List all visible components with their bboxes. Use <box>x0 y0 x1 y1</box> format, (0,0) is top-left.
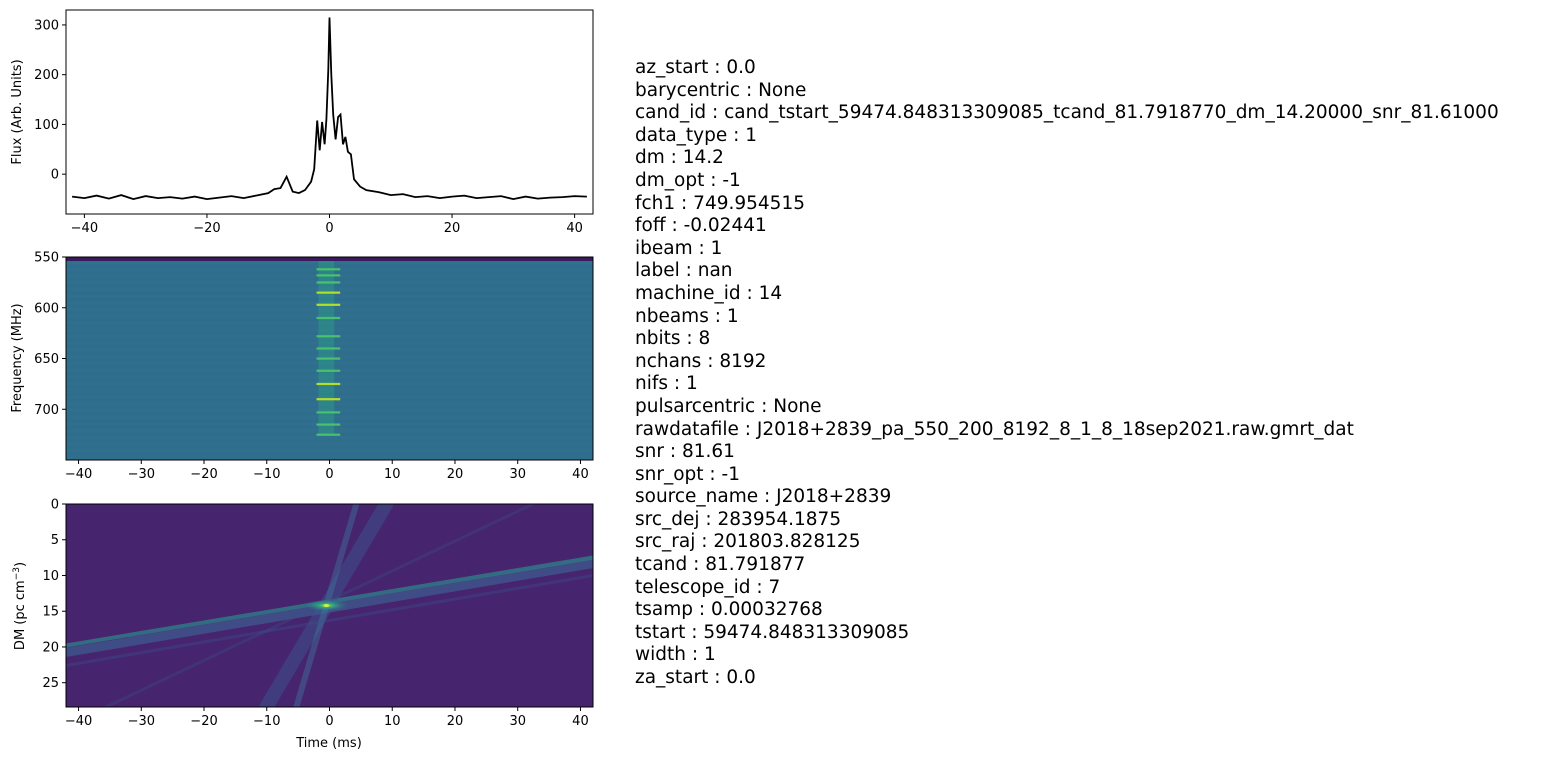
y-tick-label: 10 <box>42 569 59 584</box>
param-line: source_name : J2018+2839 <box>635 486 892 508</box>
param-line: ibeam : 1 <box>635 237 723 259</box>
dynamic-spectrum-panel: −40 −30 −20 −10 0 10 20 30 40 550 600 650 700 Freque… <box>10 251 594 482</box>
pulse-bright-channel <box>316 423 341 426</box>
x-tick-label: −40 <box>71 221 98 236</box>
x-tick-label: −20 <box>193 221 220 236</box>
band-edge <box>66 257 593 261</box>
x-tick-label: −30 <box>128 467 155 482</box>
time-series-ylabel: Flux (Arb. Units) <box>10 59 25 164</box>
x-tick-label: 0 <box>325 221 333 236</box>
pulse-bright-channel <box>316 433 341 436</box>
x-tick-label: 10 <box>384 714 401 729</box>
param-line: nbeams : 1 <box>635 305 739 327</box>
param-line: label : nan <box>635 260 733 282</box>
pulse-bright-channel <box>316 274 341 277</box>
param-line: tcand : 81.791877 <box>635 554 806 576</box>
x-tick-label: 30 <box>509 467 526 482</box>
x-tick-label: −20 <box>190 467 217 482</box>
y-tick-label: 550 <box>34 251 59 266</box>
pulse-bright-channel <box>316 398 341 401</box>
x-tick-label: 20 <box>447 467 464 482</box>
x-tick-label: −20 <box>190 714 217 729</box>
y-tick-label: 20 <box>42 640 59 655</box>
param-line: foff : -0.02441 <box>635 215 767 237</box>
dm-time-ylabel: DM (pc cm−3) <box>12 562 28 650</box>
param-line: machine_id : 14 <box>635 282 783 304</box>
x-tick-label: 20 <box>444 221 461 236</box>
x-tick-label: −10 <box>253 714 280 729</box>
dynamic-spectrum-ylabel: Frequency (MHz) <box>10 303 25 412</box>
param-line: pulsarcentric : None <box>635 395 822 417</box>
y-tick-label: 5 <box>51 533 59 548</box>
x-tick-label: 30 <box>509 714 526 729</box>
param-line: data_type : 1 <box>635 124 758 146</box>
x-tick-label: 10 <box>384 467 401 482</box>
x-tick-label: −40 <box>65 714 92 729</box>
pulse-bright-channel <box>316 335 341 338</box>
x-tick-label: −10 <box>253 467 280 482</box>
y-tick-label: 300 <box>34 18 59 33</box>
pulse-bright-channel <box>316 268 341 271</box>
pulse-bright-channel <box>316 357 341 360</box>
y-tick-label: 200 <box>34 68 59 83</box>
dm-sweep <box>66 574 593 667</box>
param-line: nchans : 8192 <box>635 350 767 372</box>
param-line: fch1 : 749.954515 <box>635 192 805 214</box>
x-tick-label: 0 <box>325 714 333 729</box>
x-tick-label: −40 <box>65 467 92 482</box>
x-tick-label: −30 <box>128 714 155 729</box>
param-line: dm_opt : -1 <box>635 169 741 191</box>
param-line: snr_opt : -1 <box>635 463 740 485</box>
pulse-bright-channel <box>316 291 341 294</box>
param-line: cand_id : cand_tstart_59474.848313309085… <box>635 102 1499 124</box>
dm-time-xlabel: Time (ms) <box>295 736 362 751</box>
param-line: tsamp : 0.00032768 <box>635 599 823 621</box>
x-tick-label: 0 <box>325 467 333 482</box>
candidate-parameter-list: az_start : 0.0 barycentric : None cand_id … <box>635 57 1499 690</box>
param-line: telescope_id : 7 <box>635 576 781 598</box>
x-tick-label: 40 <box>572 714 589 729</box>
param-line: snr : 81.61 <box>635 441 735 463</box>
param-line: tstart : 59474.848313309085 <box>635 621 910 643</box>
y-tick-label: 650 <box>34 352 59 367</box>
param-line: dm : 14.2 <box>635 147 724 169</box>
pulse-bright-channel <box>316 347 341 350</box>
y-tick-label: 700 <box>34 403 59 418</box>
y-tick-label: 15 <box>42 605 59 620</box>
time-series-panel: −40 −20 0 20 40 0 100 200 300 Flux (Arb. Units) <box>10 9 594 236</box>
param-line: az_start : 0.0 <box>635 57 756 78</box>
param-line: barycentric : None <box>635 79 807 101</box>
dm-time-panel: −40 −30 −20 −10 0 10 20 30 40 0 5 10 15 20 25 DM (pc c… <box>12 498 594 751</box>
param-line: nbits : 8 <box>635 328 711 350</box>
param-line: src_dej : 283954.1875 <box>635 508 842 530</box>
param-line: src_raj : 201803.828125 <box>635 531 861 553</box>
param-line: za_start : 0.0 <box>635 667 756 689</box>
param-line: width : 1 <box>635 644 716 666</box>
pulse-bright-channel <box>316 281 341 284</box>
pulse-bright-channel <box>316 411 341 414</box>
y-tick-label: 100 <box>34 118 59 133</box>
y-tick-label: 0 <box>51 498 59 513</box>
dm-peak <box>323 604 330 607</box>
y-tick-label: 0 <box>51 168 59 183</box>
y-tick-label: 25 <box>42 676 59 691</box>
pulse-bright-channel <box>316 369 341 372</box>
y-tick-label: 600 <box>34 301 59 316</box>
x-tick-label: 40 <box>572 467 589 482</box>
x-tick-label: 20 <box>447 714 464 729</box>
flux-series-line <box>71 17 587 201</box>
x-tick-label: 40 <box>566 221 583 236</box>
pulse-bright-channel <box>316 303 341 306</box>
param-line: rawdatafile : J2018+2839_pa_550_200_8192… <box>635 418 1354 440</box>
param-line: nifs : 1 <box>635 373 698 395</box>
pulse-bright-channel <box>316 382 341 386</box>
pulse-bright-channel <box>316 316 341 320</box>
